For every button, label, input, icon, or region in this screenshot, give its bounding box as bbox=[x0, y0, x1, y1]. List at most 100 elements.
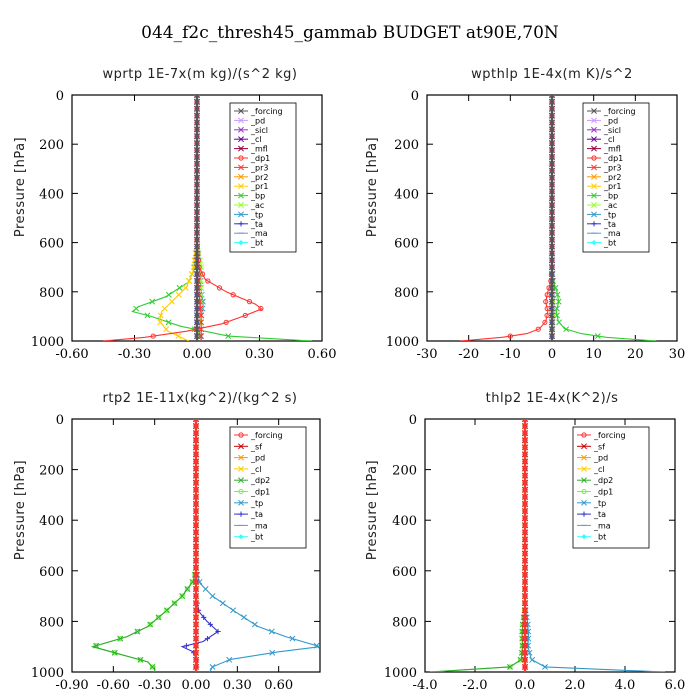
data-point bbox=[194, 298, 200, 305]
legend-label: _pr1 bbox=[603, 182, 621, 191]
data-point bbox=[193, 487, 199, 493]
data-point bbox=[193, 614, 199, 620]
x-tick-label: 0.30 bbox=[245, 347, 274, 362]
data-point bbox=[517, 656, 524, 663]
data-point bbox=[193, 515, 199, 521]
data-point bbox=[591, 173, 597, 180]
data-point bbox=[194, 250, 200, 257]
data-point bbox=[238, 534, 244, 540]
data-point bbox=[155, 614, 162, 620]
legend-label: _ac bbox=[603, 201, 617, 210]
legend-label: _cl bbox=[593, 465, 605, 474]
legend-label: _ta bbox=[250, 510, 263, 519]
data-point bbox=[549, 236, 555, 243]
legend-label: _cl bbox=[603, 135, 615, 144]
legend-label: _pd bbox=[250, 454, 265, 463]
data-point bbox=[549, 105, 555, 112]
data-point bbox=[194, 291, 200, 298]
data-point bbox=[549, 154, 555, 160]
data-point bbox=[189, 271, 195, 278]
data-point bbox=[522, 565, 528, 571]
data-point bbox=[507, 333, 513, 339]
series-group bbox=[460, 95, 657, 341]
data-point bbox=[175, 291, 182, 298]
series-line-pr1 bbox=[158, 95, 198, 341]
legend-label: _tp bbox=[250, 499, 263, 508]
data-point bbox=[238, 136, 244, 143]
data-point bbox=[193, 579, 199, 585]
data-point bbox=[549, 257, 555, 264]
data-point bbox=[193, 543, 199, 550]
data-point bbox=[522, 522, 528, 528]
data-point bbox=[522, 487, 528, 493]
data-point bbox=[591, 240, 597, 246]
y-tick-label: 800 bbox=[392, 615, 417, 630]
data-point bbox=[563, 326, 570, 333]
legend-label: _sicl bbox=[603, 126, 621, 135]
data-point bbox=[183, 643, 189, 649]
y-tick-label: 200 bbox=[394, 138, 419, 153]
y-axis-label: Pressure [hPa] bbox=[365, 137, 380, 237]
y-tick-label: 0 bbox=[56, 89, 64, 104]
data-point bbox=[147, 621, 154, 628]
x-tick-label: 2.0 bbox=[565, 678, 586, 693]
data-point bbox=[149, 663, 156, 670]
data-point bbox=[591, 202, 597, 208]
data-point bbox=[194, 319, 200, 326]
data-point bbox=[522, 572, 528, 578]
data-point bbox=[193, 657, 199, 663]
data-point bbox=[194, 333, 200, 340]
data-point bbox=[549, 126, 555, 133]
data-point bbox=[193, 572, 199, 578]
data-point bbox=[238, 192, 244, 199]
data-point bbox=[591, 136, 597, 143]
data-point bbox=[522, 501, 528, 507]
series-line-dp2 bbox=[90, 419, 197, 672]
data-point bbox=[549, 333, 555, 340]
x-tick-label: 4.0 bbox=[615, 678, 636, 693]
data-point bbox=[230, 292, 236, 298]
data-point bbox=[194, 181, 200, 188]
data-point bbox=[137, 656, 144, 663]
data-point bbox=[549, 167, 555, 174]
data-point bbox=[581, 534, 587, 540]
data-point bbox=[165, 319, 172, 326]
data-point bbox=[549, 181, 555, 188]
y-tick-label: 200 bbox=[39, 464, 64, 479]
data-point bbox=[134, 628, 141, 635]
legend-label: _ta bbox=[603, 220, 616, 229]
panel-wprtp: wprtp 1E-7x(m kg)/(s^2 kg) Pressure [hPa… bbox=[13, 67, 336, 362]
data-point bbox=[238, 240, 244, 246]
data-point bbox=[554, 312, 560, 319]
legend-label: _pd bbox=[593, 454, 608, 463]
data-point bbox=[216, 285, 223, 291]
data-point bbox=[549, 284, 555, 291]
x-tick-label: -0.30 bbox=[118, 347, 151, 362]
legend-label: _mfl bbox=[603, 145, 621, 154]
y-tick-label: 400 bbox=[394, 187, 419, 202]
data-point bbox=[549, 98, 555, 105]
y-tick-label: 600 bbox=[394, 237, 419, 252]
data-point bbox=[591, 155, 597, 161]
data-point bbox=[238, 202, 244, 208]
data-point bbox=[133, 305, 140, 312]
x-tick-label: -30 bbox=[417, 347, 438, 362]
data-point bbox=[193, 558, 199, 564]
data-point bbox=[238, 173, 244, 180]
legend-label: _bt bbox=[250, 533, 263, 542]
data-point bbox=[193, 458, 199, 465]
data-point bbox=[522, 437, 528, 443]
data-point bbox=[238, 477, 244, 484]
data-point bbox=[155, 614, 162, 621]
data-point bbox=[184, 586, 190, 592]
data-point bbox=[522, 593, 528, 599]
data-point bbox=[209, 593, 216, 600]
data-point bbox=[549, 112, 555, 119]
data-point bbox=[581, 465, 587, 472]
data-point bbox=[144, 312, 151, 319]
data-point bbox=[553, 305, 560, 312]
legend-label: _tp bbox=[603, 210, 616, 219]
data-point bbox=[522, 480, 528, 486]
data-point bbox=[591, 221, 597, 227]
